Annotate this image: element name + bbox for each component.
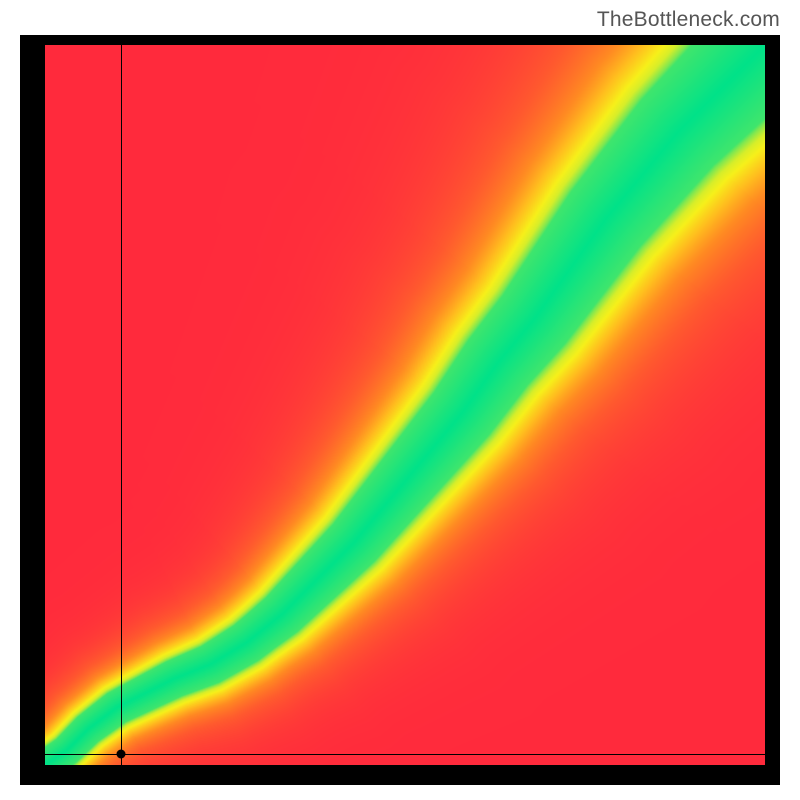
plot-frame [20, 35, 780, 785]
plot-area [45, 45, 765, 765]
bottleneck-heatmap [45, 45, 765, 765]
page-root: TheBottleneck.com [0, 0, 800, 800]
crosshair-vertical-line [121, 45, 122, 765]
crosshair-horizontal-line [45, 754, 765, 755]
selection-marker-dot [116, 750, 125, 759]
watermark-text: TheBottleneck.com [597, 8, 780, 32]
